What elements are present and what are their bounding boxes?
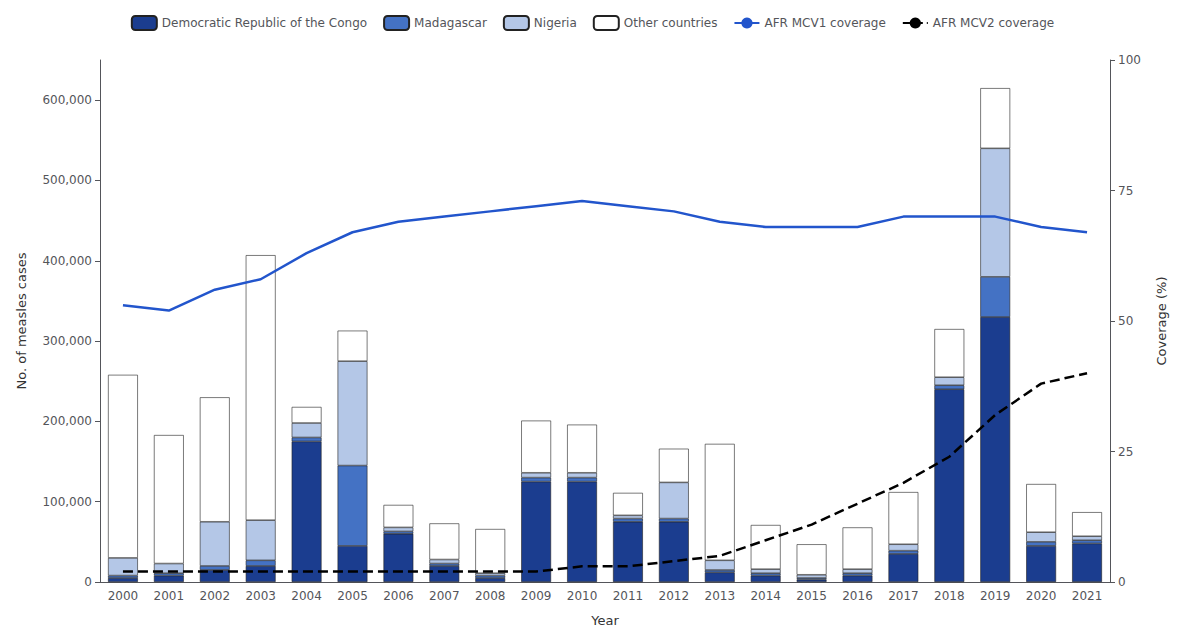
svg-text:Nigeria: Nigeria	[534, 16, 577, 30]
svg-text:2003: 2003	[245, 589, 276, 603]
svg-text:200,000: 200,000	[42, 414, 92, 428]
svg-text:2015: 2015	[796, 589, 827, 603]
svg-text:2021: 2021	[1072, 589, 1103, 603]
svg-text:400,000: 400,000	[42, 254, 92, 268]
svg-text:2008: 2008	[475, 589, 506, 603]
svg-text:25: 25	[1118, 445, 1133, 459]
svg-text:2014: 2014	[750, 589, 781, 603]
svg-text:2006: 2006	[383, 589, 414, 603]
svg-text:2013: 2013	[704, 589, 735, 603]
svg-text:2000: 2000	[108, 589, 139, 603]
svg-text:2011: 2011	[613, 589, 644, 603]
svg-text:2019: 2019	[980, 589, 1011, 603]
svg-text:2005: 2005	[337, 589, 368, 603]
svg-text:300,000: 300,000	[42, 334, 92, 348]
svg-text:Democratic Republic of the Con: Democratic Republic of the Congo	[162, 16, 367, 30]
svg-text:0: 0	[1118, 575, 1126, 589]
svg-text:2016: 2016	[842, 589, 873, 603]
svg-text:2017: 2017	[888, 589, 919, 603]
svg-text:50: 50	[1118, 314, 1133, 328]
svg-text:AFR MCV1 coverage: AFR MCV1 coverage	[764, 16, 885, 30]
svg-text:75: 75	[1118, 184, 1133, 198]
svg-text:100,000: 100,000	[42, 495, 92, 509]
svg-text:500,000: 500,000	[42, 173, 92, 187]
svg-text:0: 0	[84, 575, 92, 589]
svg-text:2002: 2002	[199, 589, 230, 603]
svg-text:Coverage (%): Coverage (%)	[1154, 277, 1169, 366]
svg-text:2001: 2001	[154, 589, 185, 603]
svg-text:100: 100	[1118, 53, 1141, 67]
svg-text:No. of measles cases: No. of measles cases	[14, 252, 29, 389]
svg-text:2004: 2004	[291, 589, 322, 603]
svg-text:2018: 2018	[934, 589, 965, 603]
svg-text:2012: 2012	[659, 589, 690, 603]
svg-text:2009: 2009	[521, 589, 552, 603]
svg-text:600,000: 600,000	[42, 93, 92, 107]
svg-text:Other countries: Other countries	[624, 16, 718, 30]
svg-text:2007: 2007	[429, 589, 460, 603]
svg-text:Madagascar: Madagascar	[414, 16, 487, 30]
svg-text:Year: Year	[590, 613, 619, 628]
svg-text:2010: 2010	[567, 589, 598, 603]
svg-text:2020: 2020	[1026, 589, 1057, 603]
svg-text:AFR MCV2 coverage: AFR MCV2 coverage	[933, 16, 1054, 30]
